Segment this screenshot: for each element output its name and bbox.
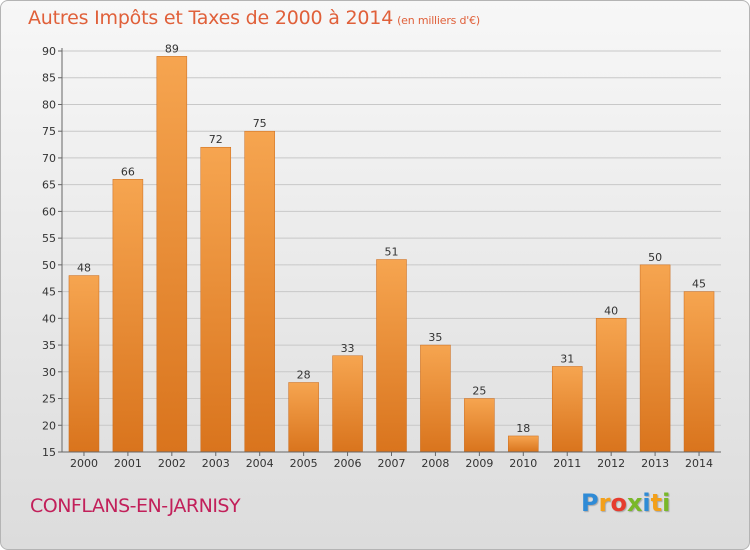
x-tick-label: 2004 bbox=[246, 457, 274, 470]
x-tick-label: 2012 bbox=[597, 457, 625, 470]
data-label: 31 bbox=[560, 352, 574, 365]
data-label: 45 bbox=[692, 278, 706, 291]
bar bbox=[420, 344, 451, 453]
bar bbox=[288, 382, 319, 453]
x-tick-label: 2008 bbox=[421, 457, 449, 470]
logo-letter: i bbox=[662, 489, 671, 517]
y-tick-label: 85 bbox=[42, 72, 56, 85]
x-tick-label: 2007 bbox=[378, 457, 406, 470]
chart-title-unit: (en milliers d'€) bbox=[397, 14, 480, 27]
chart-title: Autres Impôts et Taxes de 2000 à 2014 (en… bbox=[28, 7, 480, 29]
y-tick-label: 30 bbox=[42, 366, 56, 379]
y-tick-label: 65 bbox=[42, 179, 56, 192]
bar bbox=[551, 366, 583, 453]
logo-letter: t bbox=[650, 489, 663, 517]
bars: 48 66 89 72 75 28 33 51 35 25 18 31 40 50 45 bbox=[68, 42, 715, 453]
axes: 15 20 25 30 35 40 45 50 55 60 65 70 75 80 85 90 2000 2001… bbox=[42, 45, 721, 470]
y-tick-label: 50 bbox=[42, 259, 56, 272]
y-tick-label: 20 bbox=[42, 419, 56, 432]
bar bbox=[156, 56, 188, 453]
data-label: 33 bbox=[341, 342, 355, 355]
bar bbox=[508, 435, 539, 453]
y-tick-label: 55 bbox=[42, 232, 56, 245]
logo-letter: x bbox=[626, 489, 643, 517]
data-label: 18 bbox=[516, 422, 530, 435]
logo-letter: P bbox=[581, 489, 599, 517]
y-tick-label: 90 bbox=[42, 45, 56, 58]
y-tick-label: 40 bbox=[42, 312, 56, 325]
bar bbox=[200, 146, 232, 453]
bar bbox=[683, 291, 715, 453]
bar bbox=[639, 264, 671, 453]
bar bbox=[595, 318, 627, 453]
y-tick-label: 35 bbox=[42, 339, 56, 352]
y-tick-label: 80 bbox=[42, 98, 56, 111]
x-tick-label: 2006 bbox=[334, 457, 362, 470]
logo-letter: r bbox=[598, 489, 611, 517]
data-label: 40 bbox=[604, 304, 618, 317]
y-tick-label: 15 bbox=[42, 446, 56, 459]
y-tick-label: 75 bbox=[42, 125, 56, 138]
data-label: 89 bbox=[165, 42, 179, 55]
logo-letter: i bbox=[642, 489, 651, 517]
x-tick-label: 2005 bbox=[290, 457, 318, 470]
x-tick-label: 2000 bbox=[70, 457, 98, 470]
y-tick-label: 25 bbox=[42, 393, 56, 406]
data-label: 28 bbox=[297, 368, 311, 381]
bar bbox=[464, 398, 495, 453]
data-label: 75 bbox=[253, 117, 267, 130]
x-tick-label: 2014 bbox=[685, 457, 713, 470]
y-tick-label: 70 bbox=[42, 152, 56, 165]
data-label: 51 bbox=[385, 246, 399, 259]
x-tick-label: 2013 bbox=[641, 457, 669, 470]
y-tick-label: 60 bbox=[42, 205, 56, 218]
x-tick-label: 2010 bbox=[509, 457, 537, 470]
x-tick-label: 2001 bbox=[114, 457, 142, 470]
bar bbox=[68, 275, 100, 453]
data-label: 72 bbox=[209, 133, 223, 146]
data-label: 48 bbox=[77, 262, 91, 275]
bar bbox=[112, 179, 144, 453]
data-label: 50 bbox=[648, 251, 662, 264]
logo-letter: o bbox=[610, 489, 627, 517]
data-label: 25 bbox=[472, 385, 486, 398]
data-label: 35 bbox=[428, 331, 442, 344]
data-label: 66 bbox=[121, 165, 135, 178]
bar bbox=[332, 355, 363, 453]
x-tick-label: 2011 bbox=[553, 457, 581, 470]
x-tick-label: 2003 bbox=[202, 457, 230, 470]
y-tick-label: 45 bbox=[42, 286, 56, 299]
chart-title-main: Autres Impôts et Taxes de 2000 à 2014 bbox=[28, 7, 394, 29]
x-tick-label: 2009 bbox=[465, 457, 493, 470]
commune-name: CONFLANS-EN-JARNISY bbox=[30, 495, 241, 517]
x-tick-label: 2002 bbox=[158, 457, 186, 470]
proxiti-logo: Proxiti bbox=[581, 489, 670, 517]
bar bbox=[376, 259, 407, 453]
bar bbox=[244, 130, 275, 453]
